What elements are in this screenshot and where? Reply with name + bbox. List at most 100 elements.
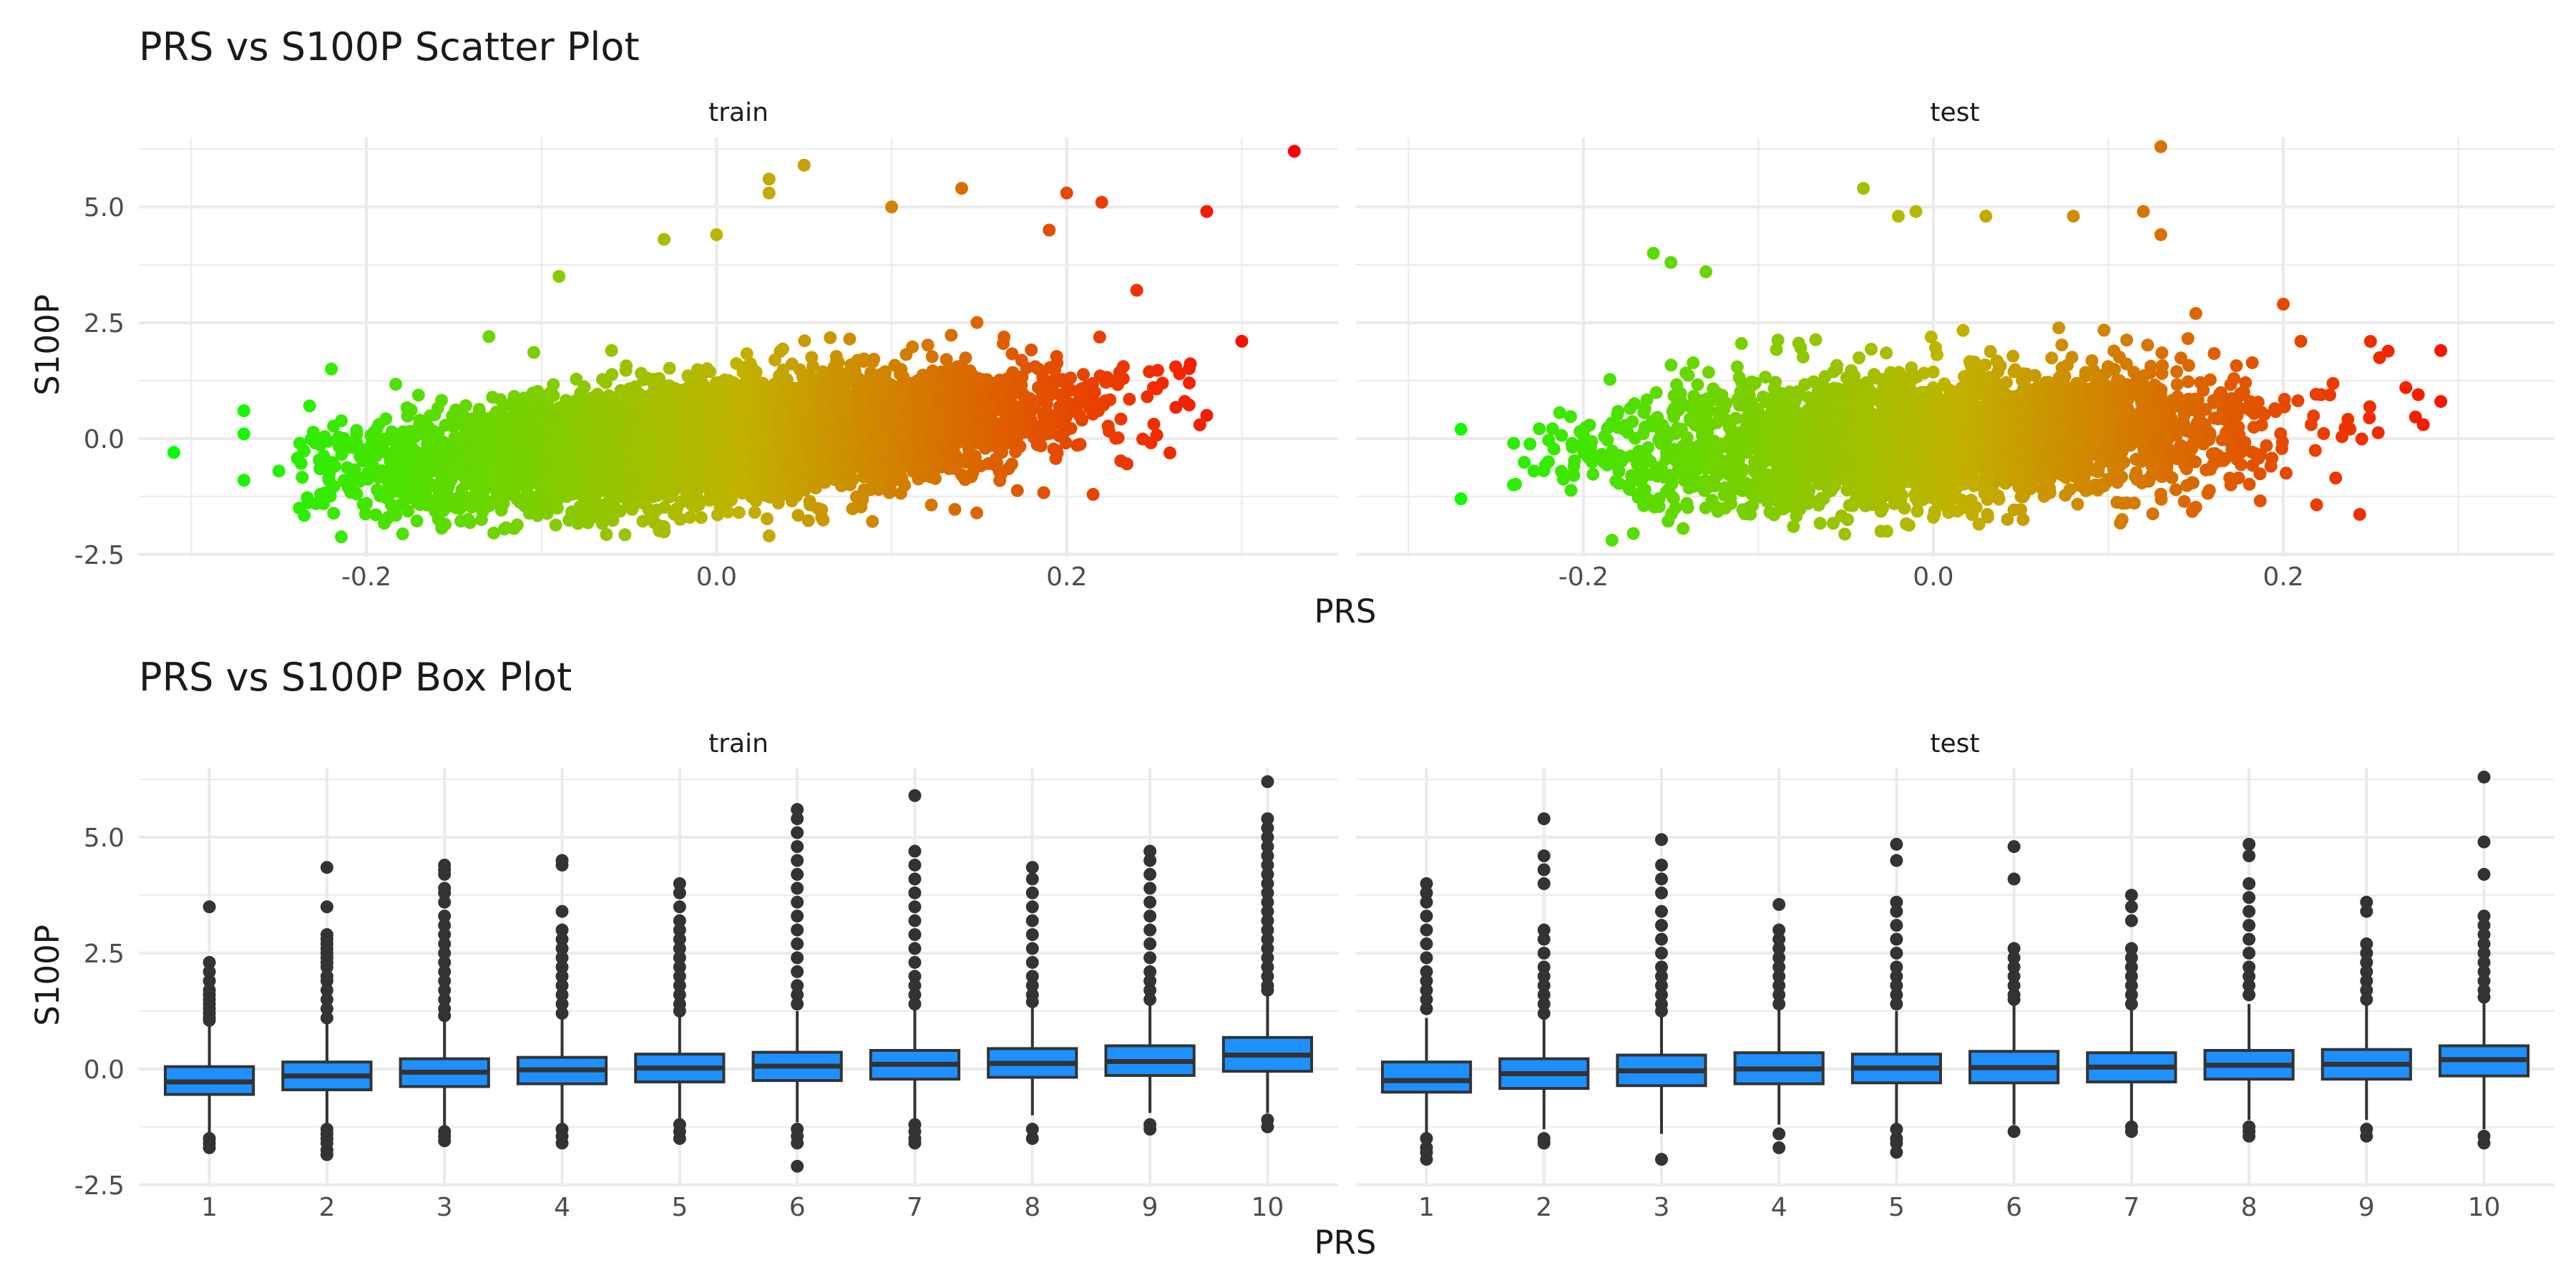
scatter-point	[1109, 431, 1123, 445]
scatter-strip-test: test	[1930, 98, 1979, 127]
scatter-point	[1086, 487, 1100, 501]
scatter-point	[585, 509, 598, 523]
scatter-point	[338, 475, 351, 489]
scatter-point	[940, 353, 953, 366]
scatter-point	[1114, 454, 1128, 467]
scatter-point	[316, 492, 329, 505]
scatter-point	[435, 519, 449, 532]
scatter-point	[681, 369, 695, 383]
scatter-point	[1163, 446, 1176, 459]
scatter-point	[411, 389, 425, 402]
scatter-point	[1178, 395, 1191, 408]
scatter-point	[790, 489, 804, 502]
scatter-point	[732, 506, 746, 519]
scatter-point	[574, 386, 587, 400]
scatter-point	[929, 472, 942, 485]
scatter-point	[1144, 436, 1158, 449]
scatter-point	[798, 334, 811, 348]
scatter-point	[327, 507, 341, 520]
scatter-point	[322, 472, 336, 484]
scatter-point	[372, 418, 386, 431]
scatter-point	[369, 508, 383, 522]
scatter-point	[843, 332, 857, 346]
scatter-point	[921, 338, 935, 352]
scatter-point	[335, 530, 348, 544]
scatter-point	[997, 331, 1011, 343]
scatter-point	[454, 514, 467, 528]
x-tick-label: 0.2	[1046, 562, 1087, 592]
scatter-point	[801, 514, 815, 527]
scatter-point	[805, 351, 819, 364]
scatter-point	[1147, 417, 1161, 431]
scatter-point	[846, 502, 859, 516]
scatter-point	[364, 429, 378, 443]
scatter-point	[1151, 364, 1164, 377]
scatter-point	[1028, 360, 1042, 374]
scatter-point	[925, 350, 939, 364]
scatter-point	[970, 506, 984, 519]
scatter-point	[499, 521, 513, 535]
scatter-point	[371, 483, 384, 497]
scatter-point	[771, 496, 785, 509]
scatter-point	[510, 518, 524, 532]
scatter-point	[1053, 429, 1066, 443]
scatter-point	[619, 364, 633, 377]
scatter-point	[346, 441, 360, 454]
scatter-point	[1077, 368, 1090, 381]
scatter-point	[824, 331, 837, 344]
scatter-point	[570, 372, 583, 386]
scatter-point	[517, 391, 531, 405]
scatter-point	[317, 449, 331, 463]
scatter-point	[791, 509, 805, 522]
scatter-point	[849, 490, 863, 504]
scatter-point	[398, 452, 411, 465]
scatter-point	[970, 316, 984, 329]
scatter-point	[1016, 386, 1029, 400]
scatter-point	[688, 499, 702, 513]
scatter-point	[595, 517, 609, 530]
scatter-point	[384, 454, 397, 468]
scatter-point	[296, 471, 309, 484]
scatter-point	[301, 491, 314, 504]
scatter-point	[350, 428, 364, 441]
scatter-title: PRS vs S100P Scatter Plot	[139, 24, 640, 69]
scatter-point	[748, 506, 761, 519]
scatter-point	[439, 419, 452, 432]
scatter-points	[167, 145, 1301, 544]
scatter-point	[703, 365, 716, 379]
scatter-point	[663, 361, 676, 375]
scatter-point	[948, 502, 962, 516]
scatter-point	[389, 378, 403, 391]
scatter-point	[431, 497, 444, 510]
scatter-point	[1123, 392, 1136, 406]
scatter-point	[1037, 486, 1050, 499]
scatter-point	[298, 509, 311, 522]
scatter-point	[1010, 484, 1024, 497]
scatter-point	[306, 426, 320, 439]
scatter-point	[294, 457, 308, 470]
scatter-point	[396, 527, 409, 541]
scatter-point	[637, 373, 650, 386]
scatter-point	[1005, 457, 1018, 471]
scatter-point	[618, 528, 632, 542]
x-tick-label: -0.2	[341, 562, 391, 592]
scatter-point	[445, 499, 459, 513]
scatter-point	[549, 518, 562, 532]
scatter-point	[1101, 419, 1115, 433]
scatter-point	[694, 511, 708, 525]
scatter-panel-train: -0.2 0.0 0.2	[139, 137, 1338, 592]
scatter-strip-train: train	[708, 98, 769, 127]
scatter-point	[761, 512, 774, 525]
scatter-point	[924, 498, 938, 512]
scatter-point	[1025, 343, 1038, 357]
scatter-point	[1093, 331, 1106, 343]
scatter-point	[327, 419, 341, 433]
scatter-point	[774, 345, 787, 358]
scatter-point	[428, 408, 441, 421]
scatter-point	[1114, 412, 1128, 426]
x-tick-label: 0.0	[696, 562, 737, 592]
scatter-point	[459, 399, 472, 412]
scatter-point	[725, 493, 738, 507]
